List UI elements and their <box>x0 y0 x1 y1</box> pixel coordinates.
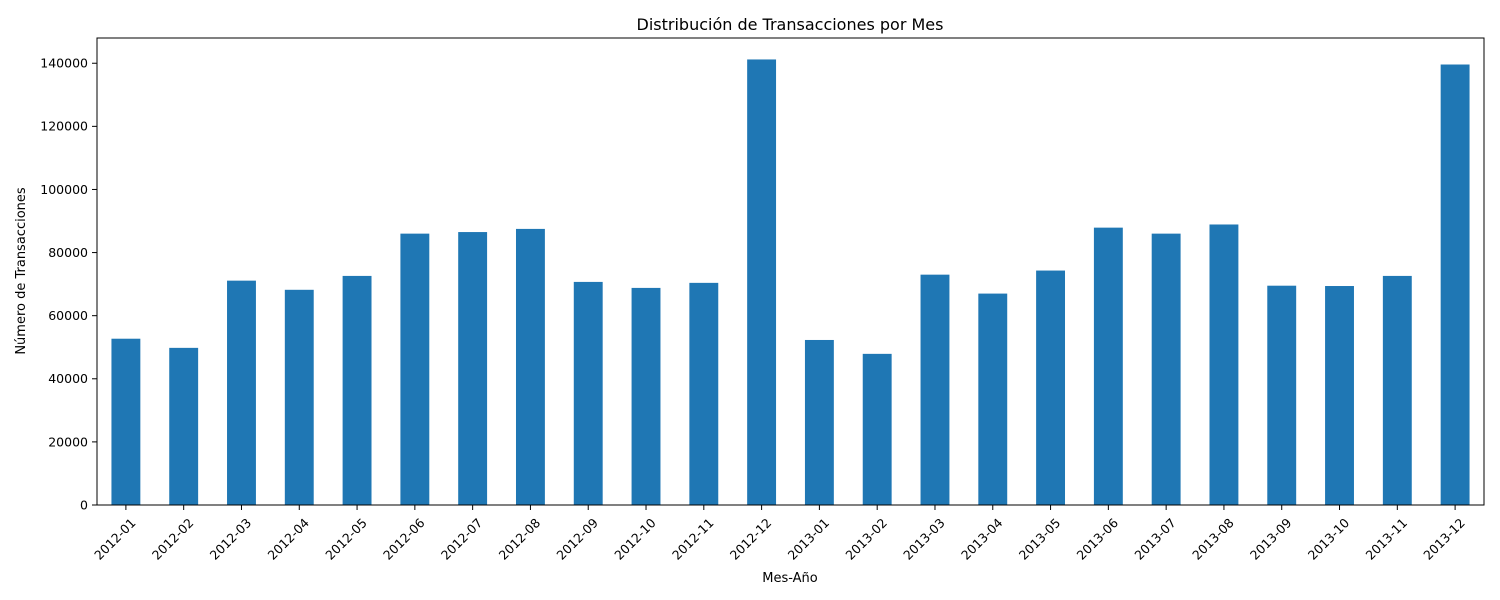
bar-2013-03 <box>920 274 950 505</box>
x-tick-label: 2013-12 <box>1420 515 1468 563</box>
x-tick-label: 2012-05 <box>322 515 370 563</box>
y-tick-label: 100000 <box>40 182 88 197</box>
y-tick-label: 40000 <box>48 371 88 386</box>
bar-2013-07 <box>1151 233 1181 505</box>
x-tick-label: 2013-09 <box>1247 515 1295 563</box>
x-tick-label: 2012-09 <box>553 515 601 563</box>
bar-2012-02 <box>169 347 199 505</box>
y-tick-label: 80000 <box>48 245 88 260</box>
bar-2013-05 <box>1036 270 1066 505</box>
x-tick-label: 2012-01 <box>91 515 139 563</box>
bar-2012-01 <box>111 338 141 505</box>
x-tick-label: 2013-05 <box>1016 515 1064 563</box>
bar-2012-08 <box>515 228 545 505</box>
x-tick-label: 2013-07 <box>1131 515 1179 563</box>
bar-2012-09 <box>573 281 603 505</box>
x-tick-label: 2012-03 <box>207 515 255 563</box>
x-tick-label: 2013-03 <box>900 515 948 563</box>
bar-2012-03 <box>227 280 256 505</box>
x-tick-label: 2013-06 <box>1074 515 1122 563</box>
y-tick-label: 120000 <box>40 119 88 134</box>
bar-2013-06 <box>1093 227 1123 505</box>
x-tick-label: 2012-12 <box>727 515 775 563</box>
y-tick-label: 60000 <box>48 308 88 323</box>
plot-frame <box>96 37 1485 506</box>
bar-2013-10 <box>1325 286 1354 505</box>
x-tick-label: 2013-02 <box>842 515 890 563</box>
x-tick-label: 2012-02 <box>149 515 197 563</box>
x-tick-label: 2013-04 <box>958 515 1006 563</box>
chart-title: Distribución de Transacciones por Mes <box>637 15 944 34</box>
bar-2013-04 <box>978 293 1008 505</box>
x-tick-label: 2012-04 <box>264 515 312 563</box>
bars-group <box>111 59 1470 505</box>
x-tick-label: 2012-07 <box>438 515 486 563</box>
bar-2012-07 <box>458 232 488 505</box>
bar-2013-09 <box>1267 285 1297 505</box>
x-tick-label: 2013-10 <box>1305 515 1353 563</box>
x-tick-label: 2013-11 <box>1363 515 1411 563</box>
x-tick-label: 2012-06 <box>380 515 428 563</box>
y-axis-label: Número de Transacciones <box>14 187 29 355</box>
bar-2013-08 <box>1209 224 1239 505</box>
bar-2012-04 <box>284 289 314 505</box>
x-tick-label: 2013-01 <box>785 515 833 563</box>
bar-2013-11 <box>1382 275 1412 505</box>
y-tick-label: 140000 <box>40 56 88 71</box>
x-axis-ticks: 2012-01 2012-02 2012-03 2012-04 2012-05 2012-… <box>91 505 1468 563</box>
bar-2012-11 <box>689 282 719 505</box>
y-axis-ticks: 0 20000 40000 60000 80000 100000 120000 140000 <box>40 56 97 512</box>
bar-2013-01 <box>804 339 834 505</box>
y-tick-label: 0 <box>80 497 88 512</box>
x-tick-label: 2012-08 <box>496 515 544 563</box>
x-tick-label: 2012-11 <box>669 515 717 563</box>
x-axis-label: Mes-Año <box>762 571 818 586</box>
x-tick-label: 2012-10 <box>611 515 659 563</box>
bar-2012-06 <box>400 233 430 505</box>
y-tick-label: 20000 <box>48 434 88 449</box>
bar-2012-12 <box>747 59 777 505</box>
bar-2013-12 <box>1440 64 1470 505</box>
x-tick-label: 2013-08 <box>1189 515 1237 563</box>
bar-2013-02 <box>862 353 892 505</box>
bar-2012-05 <box>342 275 372 505</box>
bar-2012-10 <box>631 287 661 505</box>
